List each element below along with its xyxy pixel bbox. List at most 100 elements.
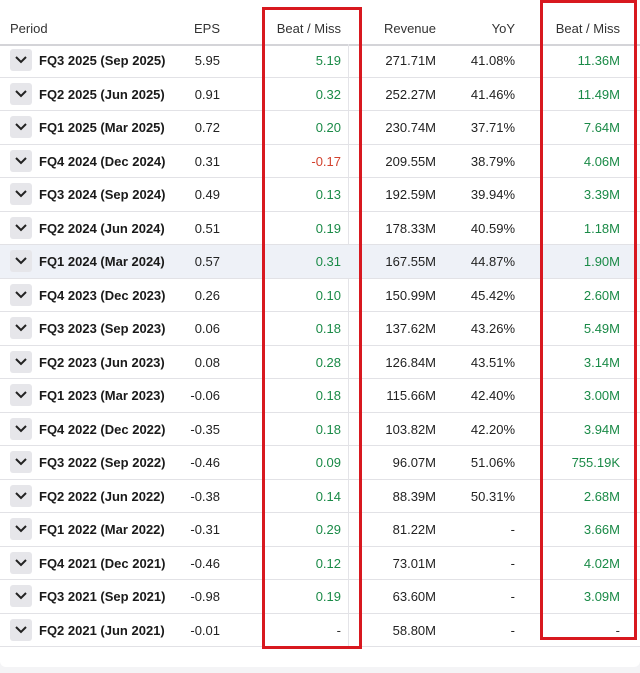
expand-row-button[interactable] <box>10 317 32 339</box>
cell-revenue: 73.01M <box>392 555 436 571</box>
table-row[interactable]: FQ3 2021 (Sep 2021) -0.98 0.19 63.60M - 3.09M <box>0 580 640 614</box>
cell-revenue-beat-miss: 3.66M <box>583 522 620 537</box>
cell-eps: -0.31 <box>190 522 220 537</box>
cell-revenue: 209.55M <box>385 153 436 169</box>
cell-yoy: 45.42% <box>470 287 515 303</box>
chevron-down-icon <box>15 156 27 164</box>
cell-revenue-beat-miss: 1.90M <box>583 254 620 269</box>
cell-eps: -0.06 <box>190 388 220 403</box>
cell-revenue: 178.33M <box>385 220 436 236</box>
header-eps-beat-miss[interactable]: Beat / Miss <box>276 21 341 36</box>
cell-revenue-beat-miss: 1.18M <box>583 220 620 236</box>
table-row[interactable]: FQ2 2023 (Jun 2023) 0.08 0.28 126.84M 43.51%… <box>0 346 640 379</box>
cell-revenue: 126.84M <box>385 354 436 370</box>
header-yoy[interactable]: YoY <box>491 21 515 36</box>
cell-revenue-beat-miss: 2.68M <box>583 488 620 504</box>
expand-row-button[interactable] <box>10 49 32 71</box>
table-row[interactable]: FQ3 2024 (Sep 2024) 0.49 0.13 192.59M 39.94%… <box>0 178 640 212</box>
table-row[interactable]: FQ2 2024 (Jun 2024) 0.51 0.19 178.33M 40.59%… <box>0 212 640 245</box>
revenue-beat-miss-highlight-box <box>540 0 637 640</box>
cell-revenue-beat-miss: 3.39M <box>583 187 620 202</box>
cell-revenue-beat-miss: 755.19K <box>571 455 620 470</box>
expand-row-button[interactable] <box>10 350 32 373</box>
cell-revenue-beat-miss: 2.60M <box>583 287 620 303</box>
expand-row-button[interactable] <box>10 216 32 239</box>
table-row[interactable]: FQ3 2023 (Sep 2023) 0.06 0.18 137.62M 43.26%… <box>0 312 640 346</box>
expand-row-button[interactable] <box>10 585 32 607</box>
cell-eps: -0.46 <box>190 455 220 470</box>
chevron-down-icon <box>15 525 27 533</box>
cell-eps: 0.91 <box>194 86 220 102</box>
expand-row-button[interactable] <box>10 283 32 306</box>
expand-row-button[interactable] <box>10 551 32 574</box>
cell-revenue-beat-miss: 3.14M <box>583 354 620 370</box>
table-row[interactable]: FQ2 2025 (Jun 2025) 0.91 0.32 252.27M 41.46%… <box>0 78 640 111</box>
cell-eps-beat-miss: 0.31 <box>315 254 341 269</box>
expand-row-button[interactable] <box>10 149 32 172</box>
chevron-down-icon <box>15 123 27 131</box>
cell-yoy: 41.08% <box>470 53 515 68</box>
cell-yoy: - <box>510 555 515 571</box>
cell-eps-beat-miss: 0.28 <box>315 354 341 370</box>
cell-revenue: 81.22M <box>392 522 436 537</box>
cell-eps: 0.06 <box>194 321 220 336</box>
cell-eps: 0.08 <box>194 354 220 370</box>
table-row[interactable]: FQ3 2022 (Sep 2022) -0.46 0.09 96.07M 51.06%… <box>0 446 640 480</box>
cell-eps-beat-miss: 0.09 <box>315 455 341 470</box>
cell-period: FQ4 2023 (Dec 2023) <box>39 287 166 303</box>
header-revenue[interactable]: Revenue <box>383 21 436 36</box>
cell-yoy: 50.31% <box>470 488 515 504</box>
cell-yoy: 40.59% <box>470 220 515 236</box>
cell-yoy: 39.94% <box>470 187 515 202</box>
cell-revenue: 271.71M <box>385 53 436 68</box>
table-row[interactable]: FQ4 2023 (Dec 2023) 0.26 0.10 150.99M 45.42%… <box>0 279 640 312</box>
cell-yoy: 42.20% <box>470 421 515 437</box>
cell-yoy: - <box>510 522 515 537</box>
table-row[interactable]: FQ1 2025 (Mar 2025) 0.72 0.20 230.74M 37.71%… <box>0 111 640 145</box>
chevron-down-icon <box>15 391 27 399</box>
expand-row-button[interactable] <box>10 451 32 473</box>
header-period[interactable]: Period <box>10 21 48 36</box>
expand-row-button[interactable] <box>10 82 32 105</box>
expand-row-button[interactable] <box>10 116 32 138</box>
cell-period: FQ1 2022 (Mar 2022) <box>39 522 165 537</box>
expand-row-button[interactable] <box>10 484 32 507</box>
expand-row-button[interactable] <box>10 618 32 641</box>
cell-eps-beat-miss: 0.13 <box>315 187 341 202</box>
expand-row-button[interactable] <box>10 518 32 540</box>
expand-row-button[interactable] <box>10 384 32 406</box>
cell-period: FQ3 2025 (Sep 2025) <box>39 53 166 68</box>
expand-row-button[interactable] <box>10 250 32 272</box>
table-row[interactable]: FQ1 2024 (Mar 2024) 0.57 0.31 167.55M 44.87%… <box>0 245 640 279</box>
cell-period: FQ3 2021 (Sep 2021) <box>39 589 166 604</box>
cell-revenue: 88.39M <box>392 488 436 504</box>
table-row[interactable]: FQ1 2023 (Mar 2023) -0.06 0.18 115.66M 42.40… <box>0 379 640 413</box>
cell-revenue: 137.62M <box>385 321 436 336</box>
cell-period: FQ1 2024 (Mar 2024) <box>39 254 165 269</box>
cell-yoy: 41.46% <box>470 86 515 102</box>
expand-row-button[interactable] <box>10 183 32 205</box>
header-eps[interactable]: EPS <box>193 21 220 36</box>
cell-yoy: 44.87% <box>470 254 515 269</box>
table-row[interactable]: FQ3 2025 (Sep 2025) 5.95 5.19 271.71M 41.08%… <box>0 44 640 78</box>
table-row[interactable]: FQ4 2021 (Dec 2021) -0.46 0.12 73.01M - 4.02M <box>0 547 640 580</box>
cell-revenue-beat-miss: 11.36M <box>577 53 620 68</box>
table-row[interactable]: FQ4 2024 (Dec 2024) 0.31 -0.17 209.55M 38.79… <box>0 145 640 178</box>
chevron-down-icon <box>15 290 27 298</box>
table-row[interactable]: FQ1 2022 (Mar 2022) -0.31 0.29 81.22M - 3.66M <box>0 513 640 547</box>
table-row[interactable]: FQ2 2022 (Jun 2022) -0.38 0.14 88.39M 50.31%… <box>0 480 640 513</box>
cell-period: FQ1 2023 (Mar 2023) <box>39 388 165 403</box>
cell-yoy: 43.51% <box>470 354 515 370</box>
chevron-down-icon <box>15 424 27 432</box>
cell-revenue: 115.66M <box>386 388 436 403</box>
cell-eps: 0.72 <box>194 120 220 135</box>
cell-revenue-beat-miss: 7.64M <box>583 120 620 135</box>
cell-yoy: 37.71% <box>470 120 515 135</box>
table-row[interactable]: FQ4 2022 (Dec 2022) -0.35 0.18 103.82M 42.20… <box>0 413 640 446</box>
chevron-down-icon <box>15 491 27 499</box>
cell-eps-beat-miss: 0.14 <box>315 488 341 504</box>
expand-row-button[interactable] <box>10 417 32 440</box>
column-divider <box>348 44 349 648</box>
header-revenue-beat-miss[interactable]: Beat / Miss <box>555 21 620 36</box>
